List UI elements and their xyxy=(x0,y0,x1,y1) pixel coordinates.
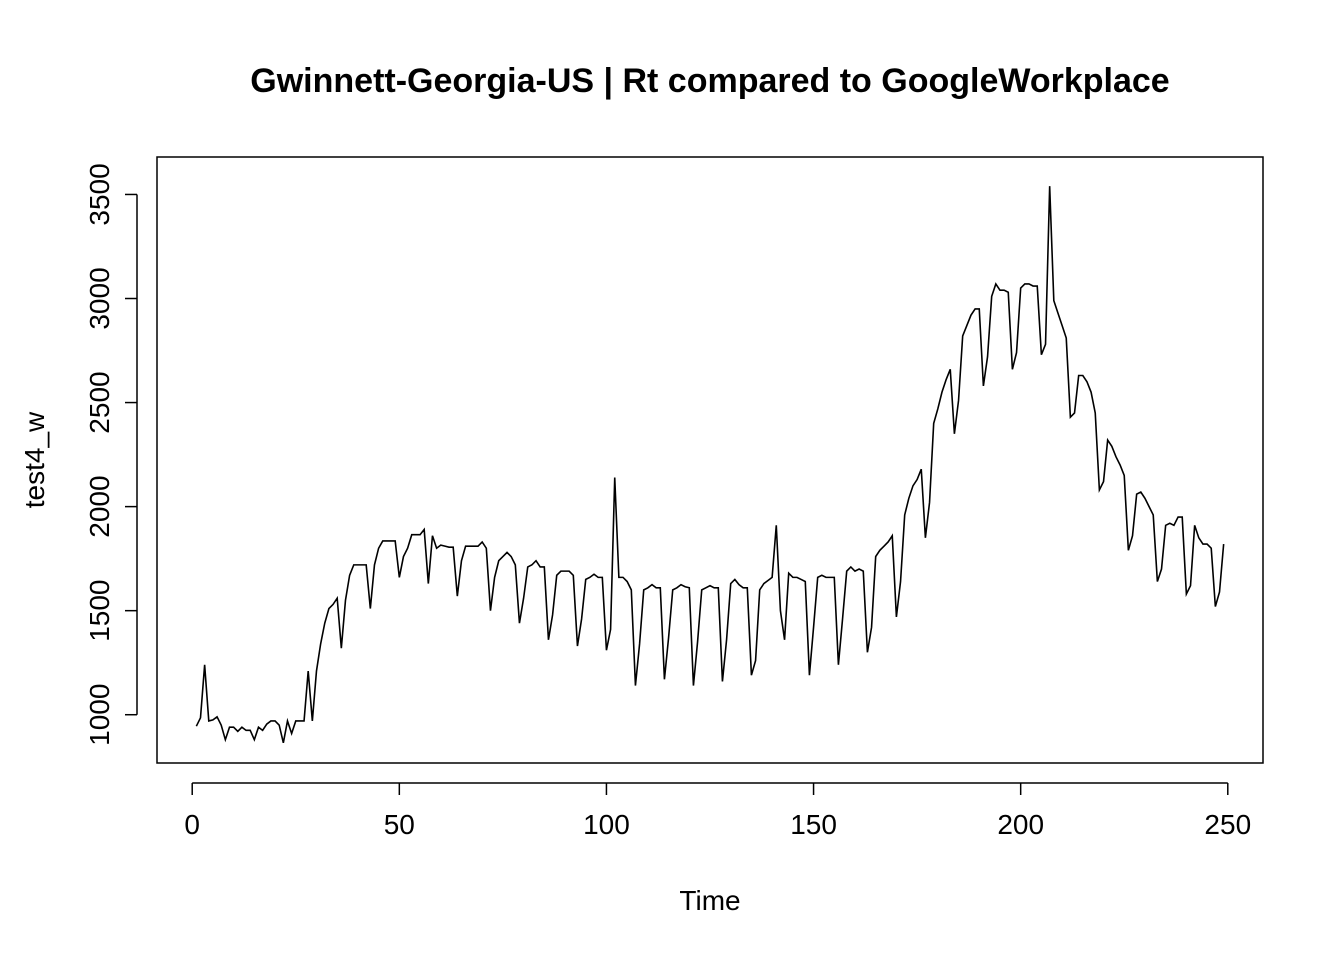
y-tick-label: 1500 xyxy=(84,580,115,642)
plot-frame xyxy=(156,156,1264,764)
x-tick-label: 0 xyxy=(184,809,200,840)
x-tick-label: 250 xyxy=(1204,809,1251,840)
y-axis-label: test4_w xyxy=(19,411,50,508)
x-tick-label: 200 xyxy=(997,809,1044,840)
series-layer xyxy=(195,186,1225,743)
x-tick-label: 50 xyxy=(384,809,415,840)
y-tick-label: 3500 xyxy=(84,163,115,225)
x-axis: 0 50 100 150 200 250 xyxy=(184,782,1251,840)
y-tick-label: 3000 xyxy=(84,267,115,329)
y-tick-label: 2000 xyxy=(84,475,115,537)
chart-title: Gwinnett-Georgia-US | Rt compared to Goo… xyxy=(250,62,1169,100)
y-tick-label: 1000 xyxy=(84,684,115,746)
x-tick-label: 150 xyxy=(790,809,837,840)
y-axis: 1000 1500 2000 2500 3000 3500 xyxy=(84,163,138,746)
series-line xyxy=(195,186,1225,743)
x-tick-label: 100 xyxy=(583,809,630,840)
y-tick-label: 2500 xyxy=(84,371,115,433)
x-axis-label: Time xyxy=(679,885,740,916)
